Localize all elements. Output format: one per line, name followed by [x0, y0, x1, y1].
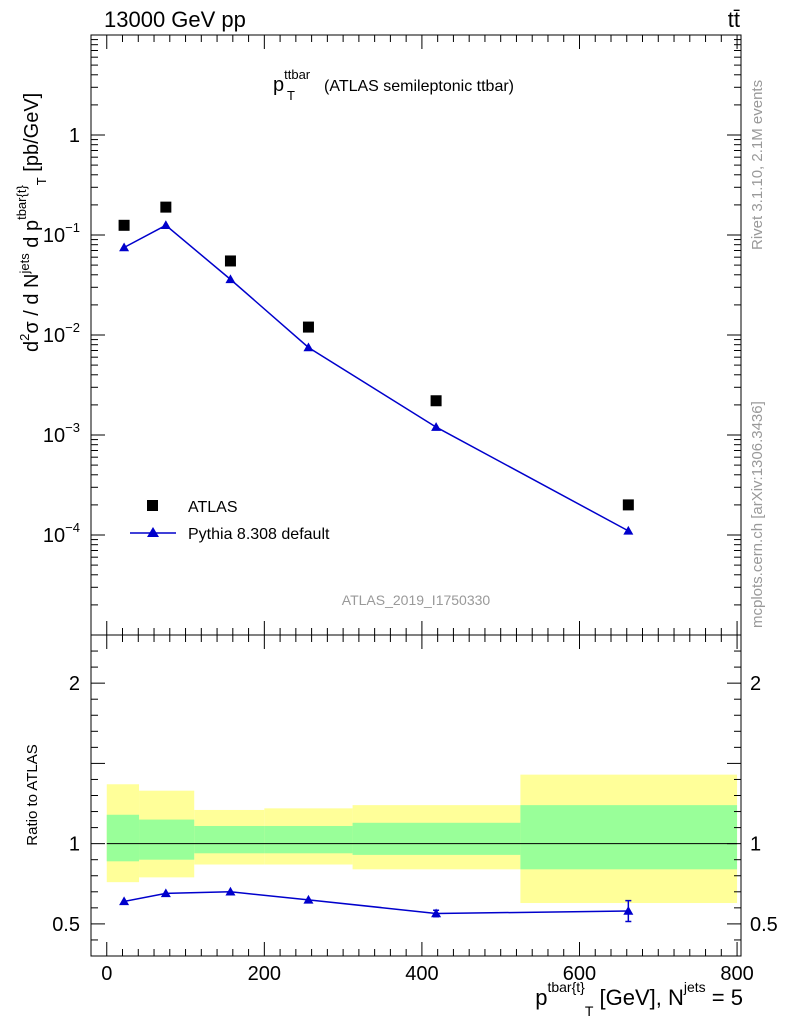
- uncertainty-band-inner: [139, 819, 195, 860]
- ratio-y-tick-label-left: 2: [69, 673, 80, 695]
- pythia-point: [160, 220, 171, 230]
- ratio-y-tick-label-right: 2: [750, 673, 761, 695]
- ratio-y-tick-label-right: 0.5: [750, 914, 778, 936]
- process-label: tt̄: [728, 7, 740, 32]
- x-tick-label: 800: [720, 963, 753, 985]
- y-tick-label: 1: [69, 125, 80, 147]
- ratio-y-tick-label-left: 0.5: [52, 914, 80, 936]
- ratio-y-tick-label-right: 1: [750, 834, 761, 856]
- atlas-point: [118, 219, 130, 231]
- ratio-pythia-point: [119, 896, 130, 906]
- legend-pythia-label: Pythia 8.308 default: [188, 526, 330, 543]
- mcplots-label: mcplots.cern.ch [arXiv:1306.3436]: [749, 401, 766, 628]
- pythia-point: [225, 274, 236, 284]
- y-tick-label: 10−3: [43, 420, 80, 447]
- atlas-point: [224, 255, 236, 267]
- ratio-y-tick-label-left: 1: [69, 834, 80, 856]
- uncertainty-band-inner: [352, 822, 521, 855]
- ratio-pythia-point: [160, 888, 171, 898]
- atlas-point: [430, 395, 442, 407]
- main-frame: [90, 34, 742, 636]
- x-tick-label: 200: [248, 963, 281, 985]
- legend-atlas-label: ATLAS: [188, 499, 238, 516]
- ratio-ylabel: Ratio to ATLAS: [24, 744, 41, 845]
- main-ylabel: d2σ / d Njets d ptbar{t}T [pb/GeV]: [14, 93, 49, 352]
- ratio-pythia-point: [225, 886, 236, 896]
- ratio-pythia-line: [123, 891, 629, 915]
- y-tick-label: 10−2: [43, 320, 80, 347]
- x-tick-label: 400: [405, 963, 438, 985]
- atlas-point: [622, 499, 634, 511]
- collision-label: 13000 GeV pp: [104, 7, 246, 32]
- atlas-point: [160, 201, 172, 213]
- pythia-line: [123, 224, 629, 532]
- analysis-id: ATLAS_2019_I1750330: [342, 592, 491, 608]
- pythia-point: [303, 342, 314, 352]
- main-panel: 1 10−1 10−2 10−3 10−4: [43, 34, 742, 636]
- legend: ATLAS Pythia 8.308 default: [130, 499, 330, 543]
- x-tick-label: 600: [563, 963, 596, 985]
- pythia-point: [623, 525, 634, 535]
- uncertainty-band-inner: [106, 814, 140, 862]
- main-title: pttbar T(ATLAS semileptonic ttbar): [273, 67, 514, 103]
- atlas-point: [302, 321, 314, 333]
- ratio-pythia-point: [623, 906, 634, 915]
- legend-pythia-marker: [147, 527, 159, 537]
- ratio-panel: 0.5 0.5 1 1 2 2 0 200 400 600 800: [52, 634, 778, 985]
- pythia-point: [119, 242, 130, 252]
- pythia-point: [431, 422, 442, 431]
- rivet-label: Rivet 3.1.10, 2.1M events: [749, 80, 766, 250]
- x-axis-label: ptbar{t}T [GeV], Njets = 5: [535, 979, 743, 1019]
- ratio-pythia-point: [303, 894, 314, 904]
- uncertainty-band-inner: [194, 825, 265, 854]
- x-tick-label: 0: [101, 963, 112, 985]
- ratio-pythia-point: [431, 908, 442, 918]
- uncertainty-band-inner: [264, 825, 353, 854]
- y-tick-label: 10−1: [43, 220, 80, 247]
- legend-atlas-marker: [147, 500, 158, 511]
- y-tick-label: 10−4: [43, 520, 80, 547]
- uncertainty-band-inner: [520, 805, 738, 870]
